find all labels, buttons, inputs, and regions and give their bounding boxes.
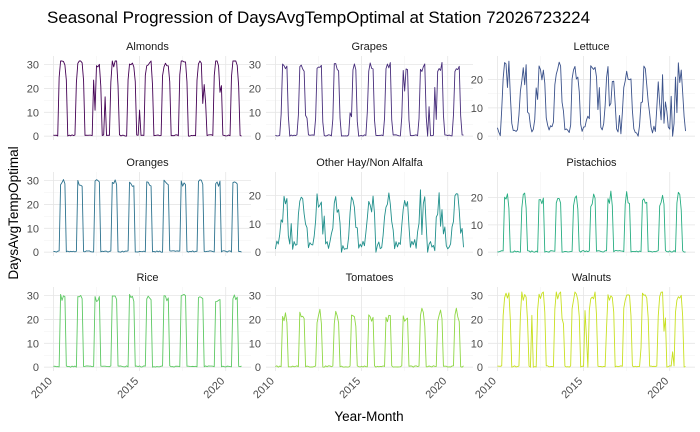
series-line-other-hay-non-alfalfa: [274, 189, 464, 253]
x-axis-label: Year-Month: [334, 409, 403, 424]
y-tick-label: 0: [255, 247, 261, 259]
y-tick-label: 20: [471, 314, 483, 326]
facet-pistachios: Pistachios 0 10 20: [471, 157, 695, 259]
y-tick-label: 0: [33, 247, 39, 259]
facet-oranges: Oranges 0 10 20 30: [27, 157, 251, 259]
y-tick-label: 0: [255, 362, 261, 374]
facet-label-tomatoes: Tomatoes: [346, 272, 394, 284]
y-tick-label: 10: [249, 338, 261, 350]
y-tick-label: 20: [249, 83, 261, 95]
chart-title: Seasonal Progression of DaysAvgTempOptim…: [47, 8, 590, 27]
y-tick-label: 0: [255, 131, 261, 143]
facet-label-grapes: Grapes: [351, 41, 388, 53]
y-tick-label: 20: [27, 83, 39, 95]
x-tick-label: 2015: [337, 375, 363, 401]
y-tick-label: 0: [477, 362, 483, 374]
series-line-rice: [53, 293, 242, 368]
series-line-pistachios: [497, 190, 686, 253]
y-tick-label: 10: [249, 219, 261, 231]
y-tick-label: 10: [471, 338, 483, 350]
facet-panels: Almonds0102030Grapes0102030Lettuce01020O…: [27, 41, 695, 401]
facet-lettuce: Lettuce 0 10 20: [471, 41, 695, 143]
series-line-oranges: [53, 179, 242, 253]
y-tick-label: 30: [249, 291, 261, 303]
y-tick-label: 10: [27, 338, 39, 350]
facet-label-lettuce: Lettuce: [573, 41, 609, 53]
y-tick-label: 20: [249, 191, 261, 203]
y-tick-label: 30: [249, 60, 261, 72]
x-tick-label: 2020: [202, 375, 228, 401]
x-tick-label: 2015: [559, 375, 585, 401]
series-line-walnuts: [497, 291, 686, 368]
series-line-grapes: [275, 61, 464, 137]
y-tick-label: 20: [471, 193, 483, 205]
y-tick-label: 20: [471, 75, 483, 87]
y-axis-label: DaysAvgTempOptimal: [6, 146, 21, 279]
y-tick-label: 10: [27, 223, 39, 235]
y-tick-label: 30: [27, 60, 39, 72]
facet-label-oranges: Oranges: [126, 157, 169, 169]
y-tick-label: 30: [27, 291, 39, 303]
series-line-tomatoes: [275, 307, 464, 368]
facet-other-hay-non-alfalfa: Other Hay/Non Alfalfa 0 10 20: [249, 157, 473, 259]
x-tick-label: 2015: [115, 375, 141, 401]
facet-label-other-hay-non-alfalfa: Other Hay/Non Alfalfa: [316, 157, 423, 169]
y-tick-label: 0: [477, 131, 483, 143]
facet-walnuts: Walnuts 0 10 20 30: [471, 272, 695, 374]
series-line-almonds: [53, 60, 242, 137]
y-tick-label: 10: [27, 107, 39, 119]
x-tick-label: 2020: [646, 375, 672, 401]
x-tick-label: 2020: [424, 375, 450, 401]
facet-grapes: Grapes 0 10 20 30: [249, 41, 473, 143]
y-tick-label: 20: [27, 314, 39, 326]
series-line-lettuce: [496, 60, 686, 137]
y-tick-label: 10: [471, 103, 483, 115]
facet-label-pistachios: Pistachios: [566, 157, 617, 169]
x-tick-label: 2010: [29, 375, 55, 401]
y-tick-label: 0: [33, 362, 39, 374]
y-tick-label: 20: [27, 199, 39, 211]
y-tick-label: 10: [471, 220, 483, 232]
facet-label-rice: Rice: [136, 272, 158, 284]
x-tick-label: 2010: [251, 375, 277, 401]
y-tick-label: 20: [249, 314, 261, 326]
facet-tomatoes: Tomatoes 0 10 20 30: [249, 272, 473, 374]
facet-label-almonds: Almonds: [126, 41, 169, 53]
y-tick-label: 0: [477, 247, 483, 259]
facet-almonds: Almonds 0 10 20 30: [27, 41, 251, 143]
y-tick-label: 30: [471, 291, 483, 303]
y-tick-label: 0: [33, 131, 39, 143]
y-tick-label: 30: [27, 176, 39, 188]
x-tick-label: 2010: [473, 375, 499, 401]
facet-rice: Rice 0 10 20 30: [27, 272, 251, 374]
y-tick-label: 10: [249, 107, 261, 119]
facet-label-walnuts: Walnuts: [572, 272, 612, 284]
